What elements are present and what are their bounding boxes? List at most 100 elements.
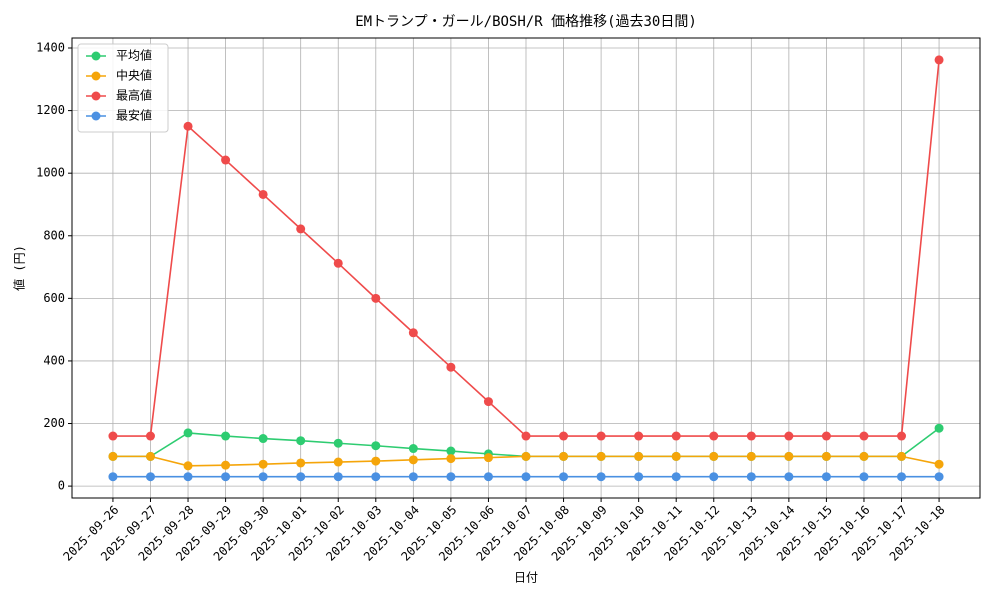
data-point [258,434,268,444]
data-point [108,431,118,441]
data-point [821,451,831,461]
data-point [296,458,306,468]
data-point [408,472,418,482]
data-point [559,431,569,441]
y-tick-label: 400 [43,353,65,367]
data-point [296,472,306,482]
data-point [408,455,418,465]
data-point [634,431,644,441]
data-point [145,451,155,461]
data-point [371,456,381,466]
data-point [333,472,343,482]
data-point [671,451,681,461]
legend-marker [91,111,101,121]
y-tick-label: 0 [58,479,65,493]
data-point [221,472,231,482]
data-point [709,431,719,441]
data-point [296,224,306,234]
y-tick-label: 1000 [36,166,65,180]
data-point [521,431,531,441]
data-point [671,472,681,482]
data-point [859,431,869,441]
data-point [521,451,531,461]
data-point [521,472,531,482]
chart-title: EMトランプ・ガール/BOSH/R 価格推移(過去30日間) [355,14,697,30]
data-point [671,431,681,441]
y-axis-label: 値 (円) [12,245,27,291]
data-point [183,461,193,471]
data-point [746,451,756,461]
data-point [371,441,381,451]
data-point [483,397,493,407]
data-point [296,436,306,446]
data-point [934,459,944,469]
data-point [784,472,794,482]
data-point [446,472,456,482]
data-point [221,155,231,165]
data-point [145,472,155,482]
data-point [934,423,944,433]
data-point [746,431,756,441]
y-tick-label: 800 [43,228,65,242]
data-point [709,451,719,461]
data-point [709,472,719,482]
y-tick-label: 200 [43,416,65,430]
data-point [183,472,193,482]
data-point [483,472,493,482]
plot-frame [71,37,981,499]
y-tick-label: 1400 [36,41,65,55]
data-point [145,431,155,441]
data-point [446,446,456,456]
data-point [634,451,644,461]
data-point [596,451,606,461]
data-point [746,472,756,482]
data-point [221,460,231,470]
data-point [371,293,381,303]
y-tick-label: 600 [43,291,65,305]
data-point [934,472,944,482]
data-point [258,472,268,482]
data-point [333,457,343,467]
legend-box [77,43,169,133]
y-tick-label: 1200 [36,103,65,117]
data-point [258,459,268,469]
data-point [108,472,118,482]
data-point [371,472,381,482]
data-point [483,453,493,463]
data-point [596,472,606,482]
data-point [934,55,944,65]
data-point [596,431,606,441]
data-point [408,328,418,338]
data-point [258,189,268,199]
legend-marker [91,51,101,61]
data-point [897,431,907,441]
data-point [108,451,118,461]
data-point [446,454,456,464]
data-point [821,431,831,441]
data-point [897,472,907,482]
legend-label: 最高値 [116,88,152,103]
data-point [408,444,418,454]
data-point [183,428,193,438]
data-point [221,431,231,441]
data-point [559,472,569,482]
data-point [333,438,343,448]
data-point [784,451,794,461]
legend-label: 中央値 [116,68,152,83]
data-point [897,451,907,461]
legend-marker [91,71,101,81]
data-point [859,472,869,482]
data-point [333,258,343,268]
data-point [559,451,569,461]
data-point [859,451,869,461]
data-point [634,472,644,482]
legend-label: 最安値 [116,108,152,123]
data-point [446,362,456,372]
data-point [183,121,193,131]
data-point [821,472,831,482]
legend-label: 平均値 [116,48,152,63]
x-axis-label: 日付 [514,571,538,585]
data-point [784,431,794,441]
legend-marker [91,91,101,101]
